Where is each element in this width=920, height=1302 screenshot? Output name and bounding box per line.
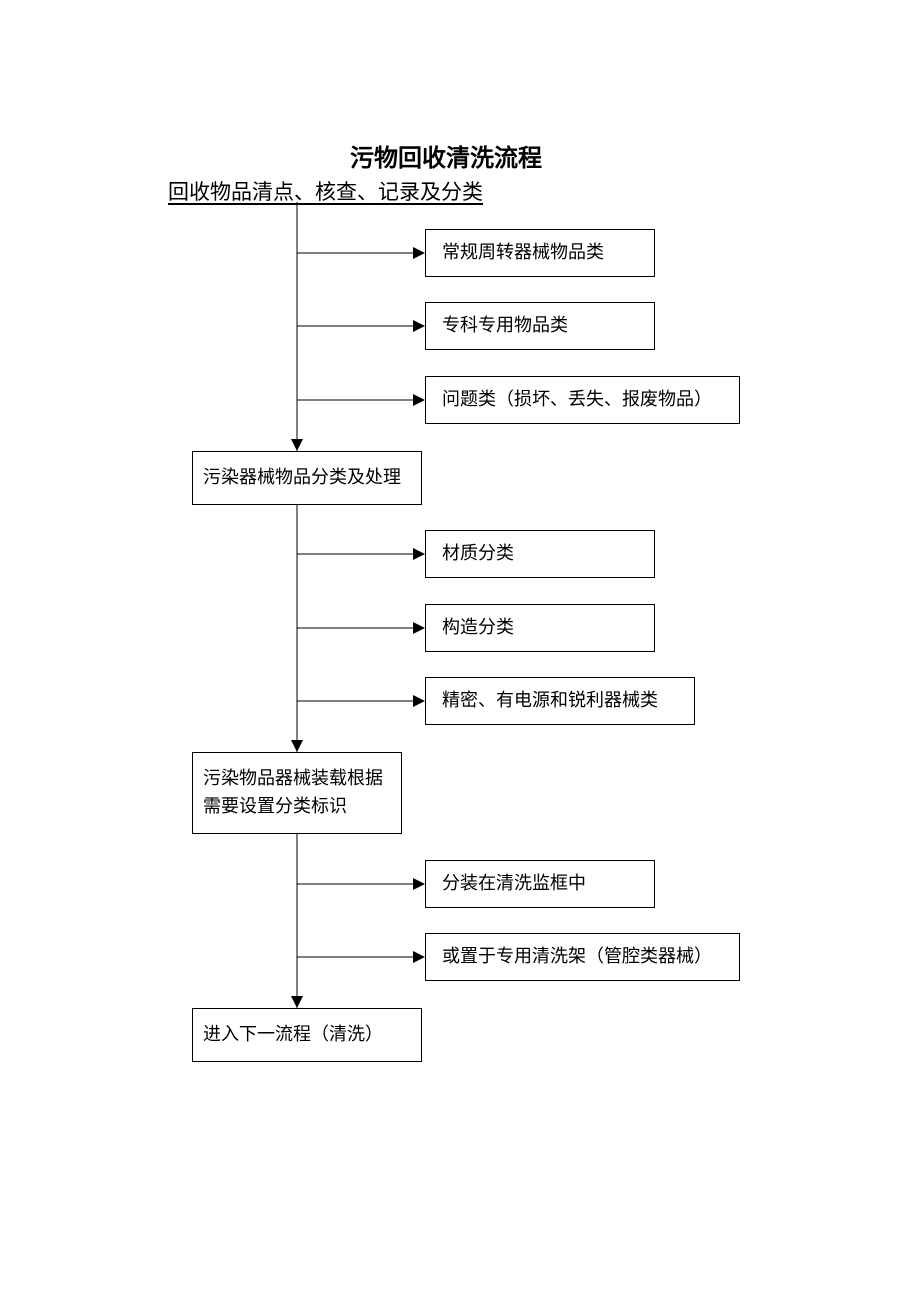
node-label: 精密、有电源和锐利器械类 [442,687,684,715]
node-label: 或置于专用清洗架（管腔类器械） [442,943,729,971]
node-label: 污染器械物品分类及处理 [203,464,411,492]
node-n5: 材质分类 [425,530,655,578]
node-n3: 问题类（损坏、丢失、报废物品） [425,376,740,424]
flowchart-stage: 污物回收清洗流程 回收物品清点、核查、记录及分类 常规周转器械物品类专科专用物品… [0,0,920,1302]
subtitle: 回收物品清点、核查、记录及分类 [168,176,483,206]
node-n9: 分装在清洗监框中 [425,860,655,908]
node-n6: 构造分类 [425,604,655,652]
node-label: 分装在清洗监框中 [442,870,644,898]
node-label: 污染物品器械装载根据需要设置分类标识 [203,765,391,821]
node-n10: 或置于专用清洗架（管腔类器械） [425,933,740,981]
node-label: 构造分类 [442,614,644,642]
node-label: 常规周转器械物品类 [442,239,644,267]
node-n1: 常规周转器械物品类 [425,229,655,277]
node-n7: 精密、有电源和锐利器械类 [425,677,695,725]
node-n4: 污染器械物品分类及处理 [192,451,422,505]
node-label: 专科专用物品类 [442,312,644,340]
node-label: 进入下一流程（清洗） [203,1021,411,1049]
title: 污物回收清洗流程 [350,138,542,173]
node-label: 问题类（损坏、丢失、报废物品） [442,386,729,414]
node-n2: 专科专用物品类 [425,302,655,350]
node-n8: 污染物品器械装载根据需要设置分类标识 [192,752,402,834]
node-n11: 进入下一流程（清洗） [192,1008,422,1062]
node-label: 材质分类 [442,540,644,568]
